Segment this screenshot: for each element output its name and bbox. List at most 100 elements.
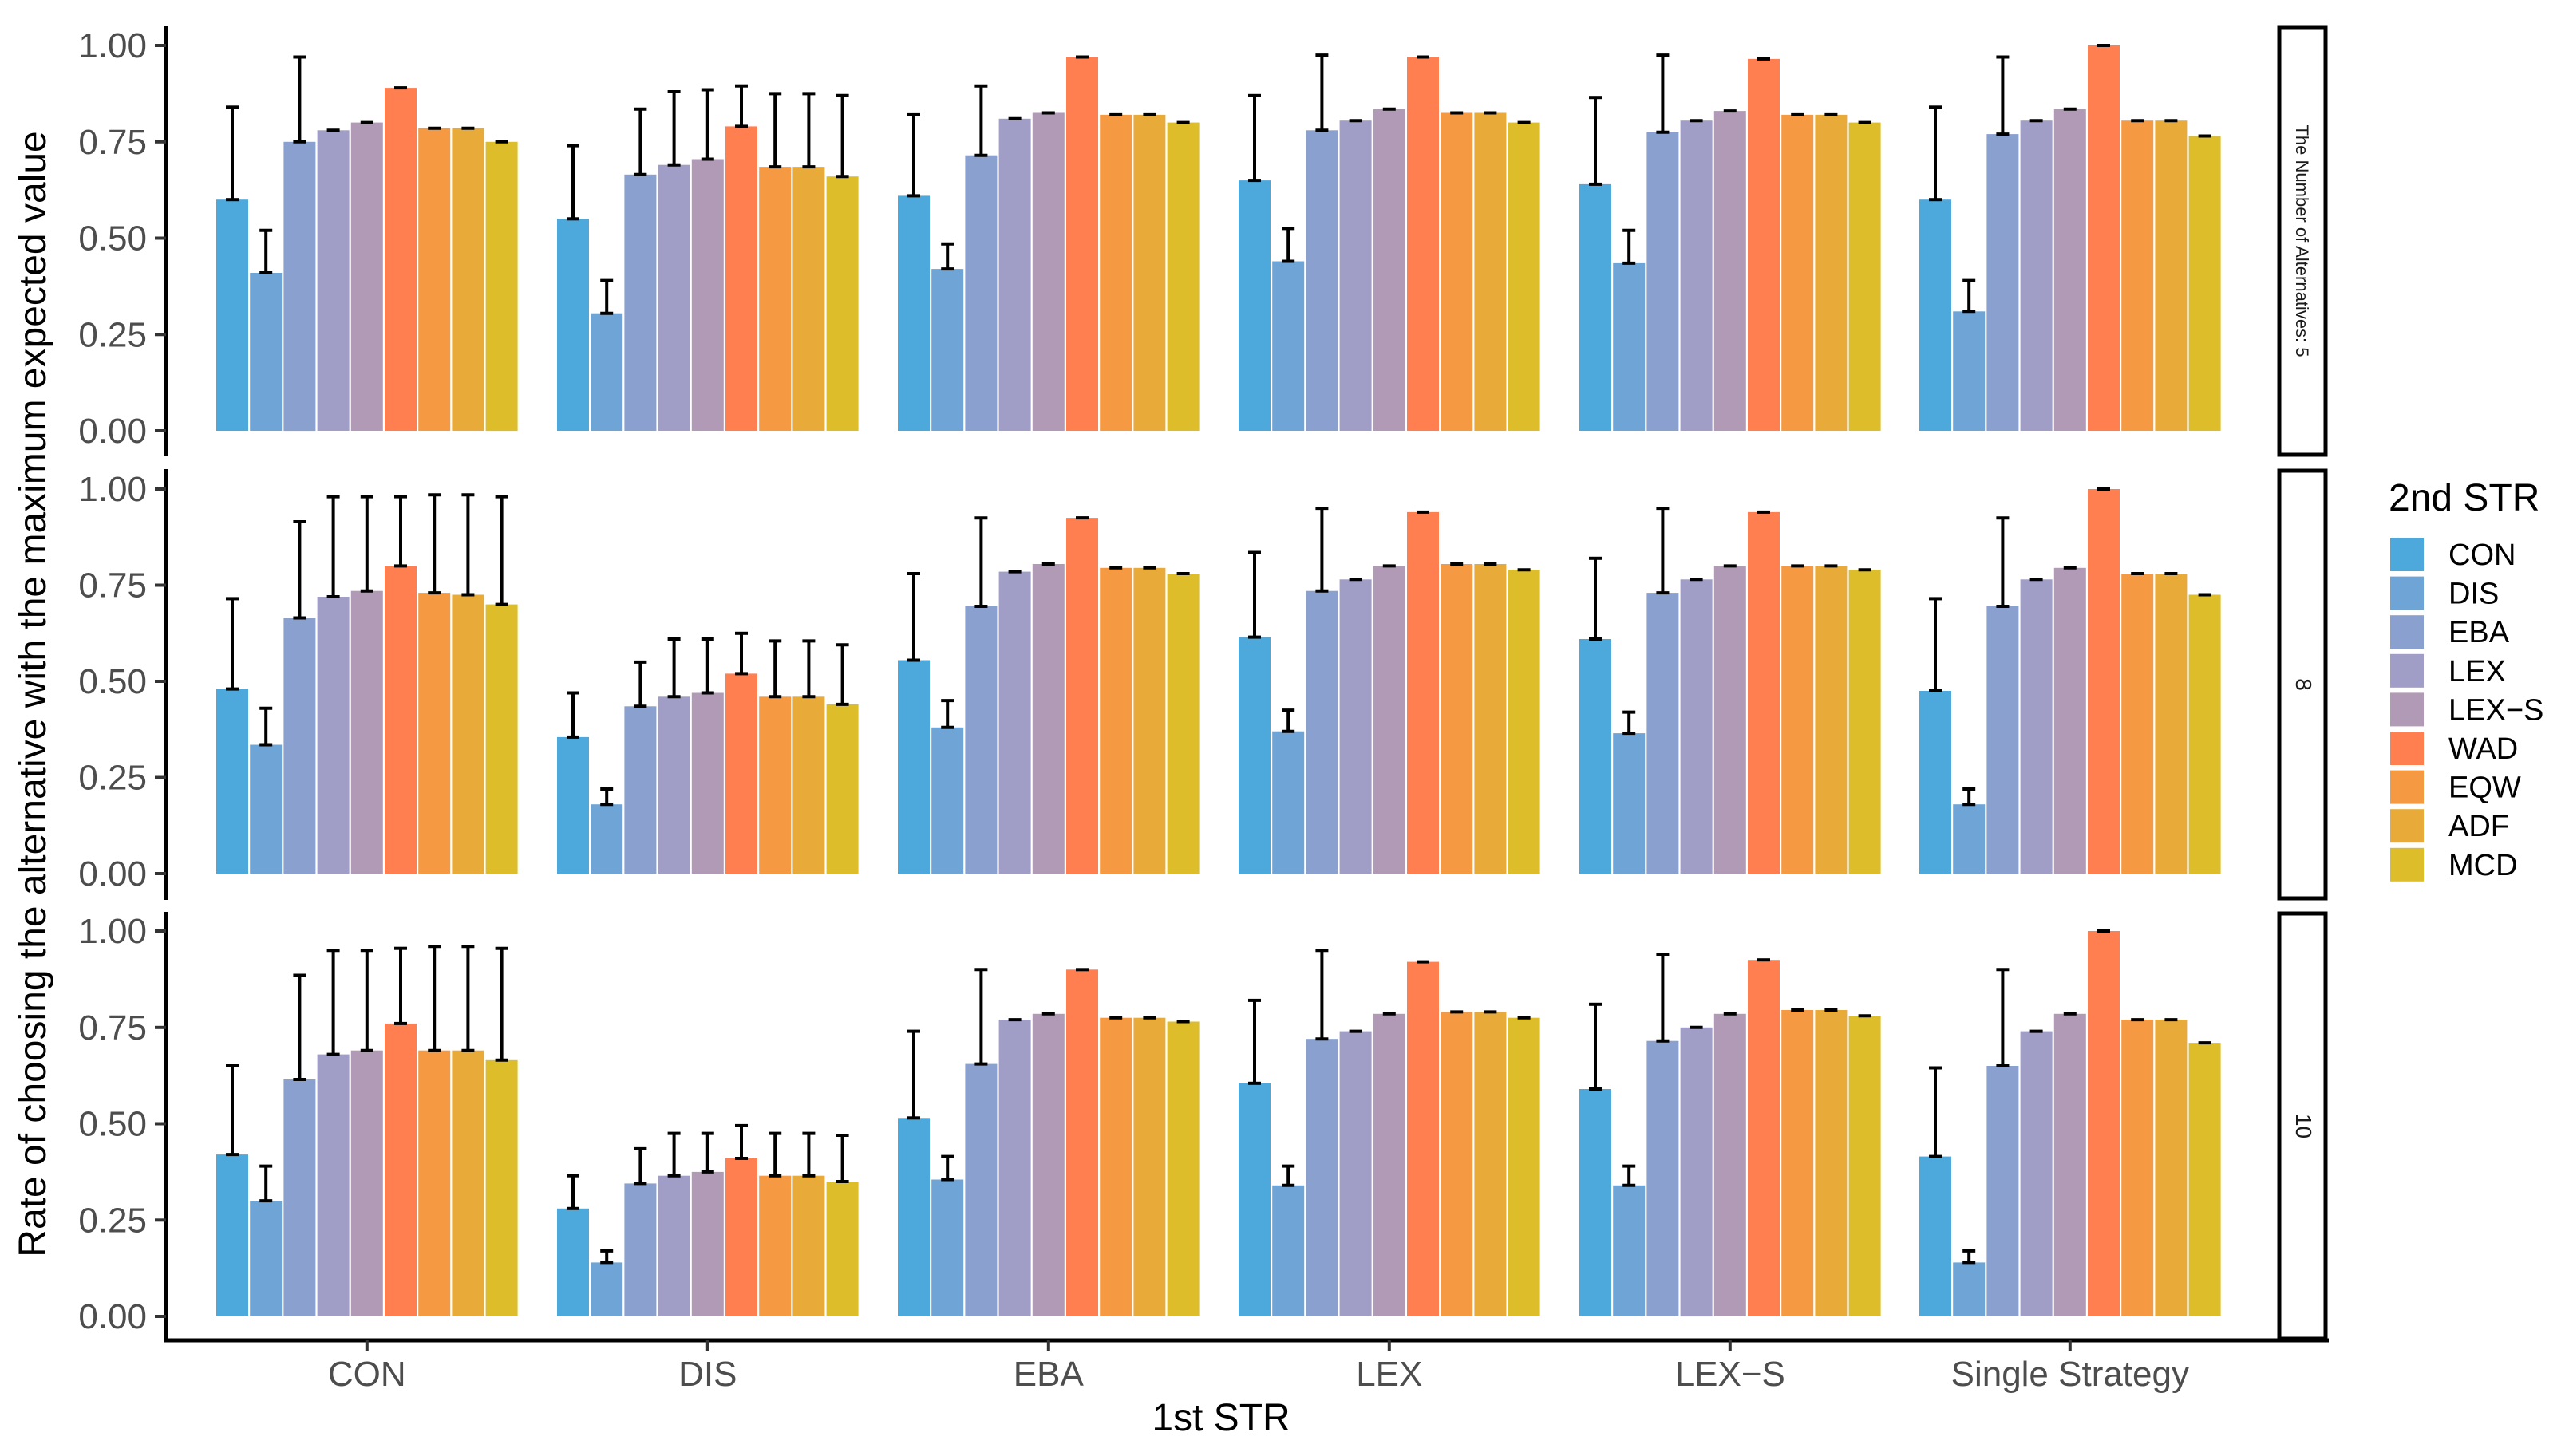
bar [1133, 1017, 1166, 1316]
bar [1306, 590, 1338, 874]
bar [826, 176, 859, 431]
bar [1848, 570, 1881, 874]
bar [1339, 120, 1372, 431]
bar [216, 199, 248, 431]
y-tick-label: 0.50 [78, 662, 147, 701]
bar-group [898, 55, 1200, 432]
bar [1713, 566, 1746, 874]
bar [418, 128, 451, 432]
bar [1613, 733, 1646, 874]
facet-strip-label: The Number of Alternatives: 5 [2292, 124, 2312, 357]
bar [1953, 1262, 1986, 1316]
x-axis-title: 1st STR [1152, 1397, 1290, 1439]
legend-swatch [2390, 692, 2424, 727]
bar [317, 130, 350, 432]
bar [2020, 1031, 2053, 1316]
bar [965, 606, 998, 874]
legend-item: DIS [2390, 576, 2499, 611]
bar [792, 167, 825, 431]
bar [250, 1201, 283, 1316]
bar [216, 689, 248, 874]
bar [691, 1171, 724, 1316]
bar [2155, 574, 2188, 874]
bar [624, 1183, 657, 1316]
bar-group [1579, 507, 1881, 874]
bar [1986, 1066, 2019, 1316]
bar [283, 1079, 316, 1316]
bar [283, 618, 316, 874]
bar [1680, 1027, 1713, 1317]
bar [1953, 311, 1986, 431]
legend-swatch [2390, 732, 2424, 765]
bar [452, 594, 484, 874]
legend-label: EBA [2448, 616, 2510, 649]
legend-label: LEX [2448, 655, 2506, 689]
legend-swatch [2390, 847, 2424, 882]
bar [1239, 637, 1271, 874]
bar [1613, 1185, 1646, 1316]
bar-group [216, 945, 518, 1316]
bar [759, 696, 792, 874]
bar [931, 269, 964, 431]
legend-swatch [2390, 538, 2424, 571]
bar [2053, 109, 2086, 431]
bar [1474, 112, 1507, 431]
legend-label: MCD [2448, 849, 2518, 882]
bar [317, 597, 350, 874]
bar [250, 273, 283, 431]
bar [1508, 1017, 1540, 1316]
bar [1133, 567, 1166, 874]
facet-strips: The Number of Alternatives: 5 8 10 [2277, 25, 2328, 1341]
bar [658, 164, 690, 431]
bar [350, 1050, 383, 1316]
legend-item: EQW [2390, 770, 2521, 805]
bar [1066, 969, 1098, 1316]
bar [998, 1020, 1031, 1316]
bar [1646, 1040, 1679, 1316]
facet-strip [2277, 25, 2328, 457]
bar [1066, 57, 1098, 431]
bar [557, 1208, 589, 1316]
y-tick-label: 0.50 [78, 1105, 147, 1144]
bar-group [1919, 487, 2221, 874]
bar [1167, 574, 1200, 874]
facet-strip-label: 8 [2291, 678, 2316, 691]
bar-group [1239, 949, 1540, 1316]
bar [898, 1118, 930, 1316]
legend-item: EBA [2390, 615, 2510, 649]
y-tick-label: 1.00 [78, 26, 147, 65]
x-tick-label: Single Strategy [1951, 1355, 2189, 1394]
bar [1815, 114, 1848, 431]
bar [1100, 567, 1132, 874]
bar [1474, 1012, 1507, 1316]
bar [1407, 961, 1439, 1316]
bar-group [1919, 929, 2221, 1316]
bar [725, 1158, 757, 1316]
bar [1508, 570, 1540, 874]
y-tick-label: 1.00 [78, 912, 147, 951]
y-tick-label: 0.00 [78, 1297, 147, 1336]
bar [1167, 1021, 1200, 1316]
bar [1613, 262, 1646, 431]
bar [1239, 1083, 1271, 1316]
legend-label: CON [2448, 539, 2516, 572]
bar-group [1239, 507, 1540, 874]
bar [1306, 1039, 1338, 1316]
facet-row-1 [216, 44, 2221, 432]
bar [2088, 45, 2120, 431]
y-tick-label: 0.75 [78, 566, 147, 606]
chart-panels [216, 44, 2221, 1317]
bar [931, 727, 964, 874]
bar [792, 1175, 825, 1316]
facet-strip [2277, 911, 2328, 1341]
bar [2053, 567, 2086, 874]
bar [658, 696, 690, 874]
bar [1407, 57, 1439, 431]
bar [1680, 579, 1713, 874]
bar [624, 174, 657, 432]
x-tick-label: EBA [1014, 1355, 1085, 1394]
bar [1474, 564, 1507, 874]
bar [1032, 112, 1065, 431]
x-tick-label: DIS [678, 1355, 737, 1394]
legend-swatch [2390, 576, 2424, 610]
